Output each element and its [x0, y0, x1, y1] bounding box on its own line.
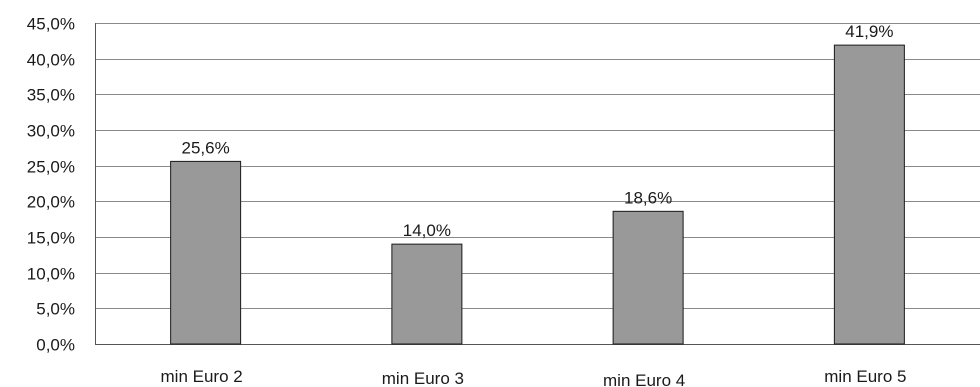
y-tick-label: 30,0%	[27, 122, 75, 141]
y-tick-label: 10,0%	[27, 265, 75, 284]
y-tick-label: 40,0%	[27, 51, 75, 70]
bar	[612, 210, 684, 345]
y-tick-label: 45,0%	[27, 15, 75, 34]
y-tick-label: 5,0%	[36, 300, 75, 319]
data-label: 18,6%	[624, 188, 672, 207]
x-axis-category-labels: min Euro 2 min Euro 3 min Euro 4 min Euro 5	[161, 367, 907, 387]
category-label: min Euro 2	[161, 367, 243, 386]
y-tick-label: 25,0%	[27, 158, 75, 177]
y-tick-label: 35,0%	[27, 86, 75, 105]
data-label: 41,9%	[845, 22, 893, 41]
y-tick-label: 0,0%	[36, 336, 75, 355]
y-axis-tick-labels: 0,0% 5,0% 10,0% 15,0% 20,0% 25,0% 30,0% 35,0% 40…	[27, 15, 75, 355]
category-label: min Euro 4	[603, 371, 685, 387]
data-labels: 25,6% 14,0% 18,6% 41,9%	[182, 22, 894, 240]
bars	[170, 44, 905, 345]
data-label: 25,6%	[182, 138, 230, 157]
bar	[170, 160, 242, 345]
gridlines	[95, 23, 980, 345]
bar	[391, 243, 463, 345]
category-label: min Euro 5	[824, 367, 906, 386]
y-tick-label: 20,0%	[27, 193, 75, 212]
bar	[833, 44, 905, 345]
data-label: 14,0%	[403, 221, 451, 240]
y-tick-label: 15,0%	[27, 229, 75, 248]
category-label: min Euro 3	[382, 369, 464, 387]
